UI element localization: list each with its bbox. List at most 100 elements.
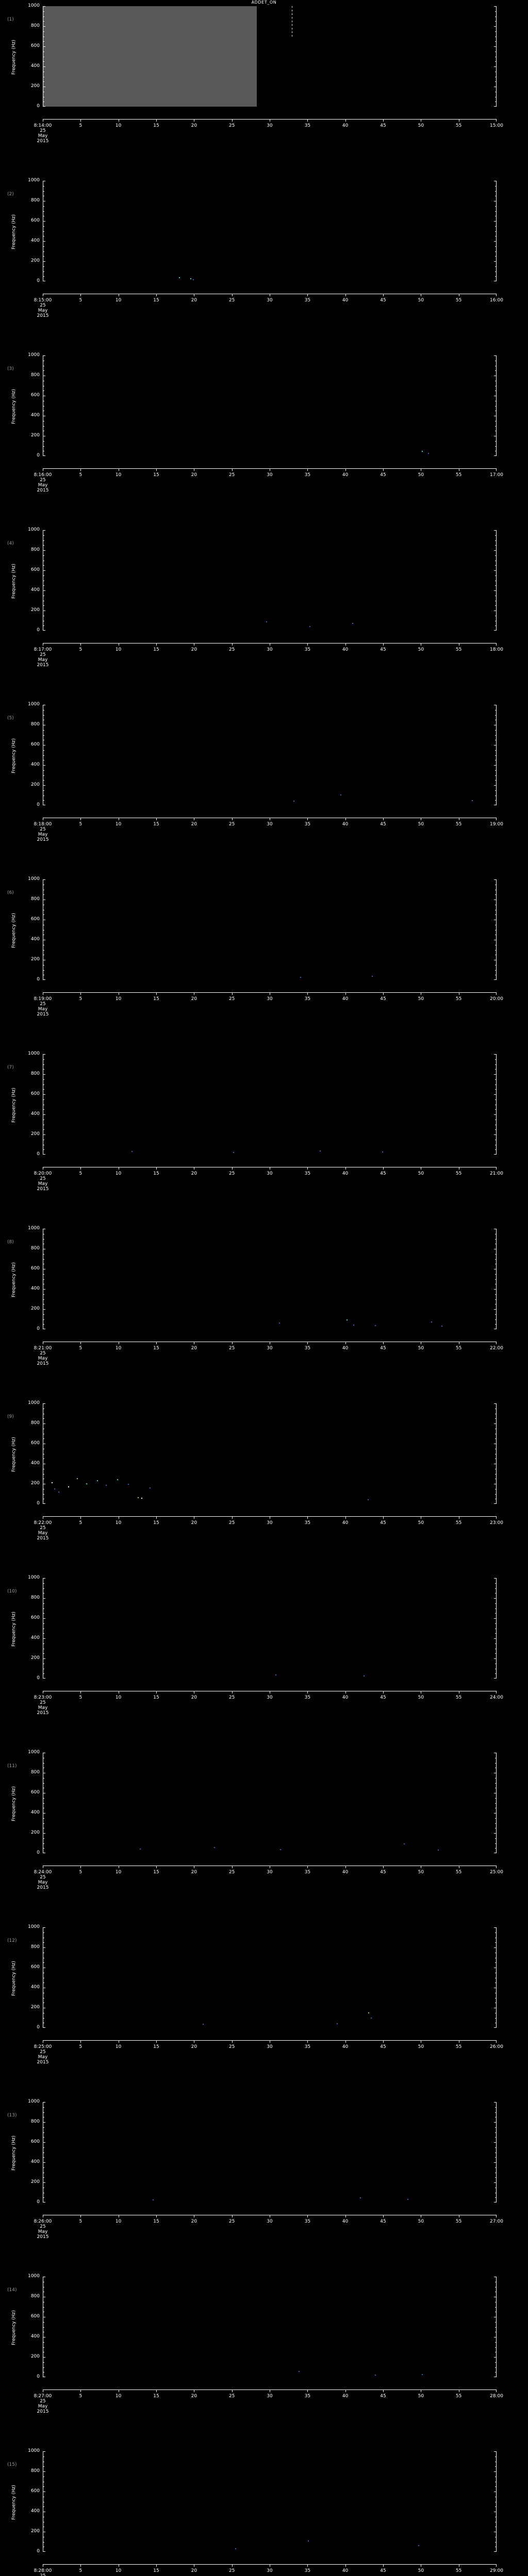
y-tick-label: 400 (30, 2509, 40, 2514)
page-title: ADDET_ON (251, 0, 277, 5)
x-tick-label-end: 29:00 (490, 2568, 503, 2573)
plot-area[interactable] (43, 1054, 497, 1155)
detection-mark (422, 2374, 423, 2375)
y-tick-label: 0 (37, 1501, 40, 1506)
y-tick-label: 0 (37, 1850, 40, 1855)
plot-area[interactable] (43, 6, 497, 107)
x-tick-label-start: 8:22:00 (34, 1520, 52, 1526)
x-tick-label-end: 26:00 (490, 2044, 503, 2049)
x-tick (307, 2215, 308, 2217)
y-tick-label: 0 (37, 278, 40, 283)
plot-area[interactable] (43, 2277, 497, 2377)
x-tick (156, 468, 157, 471)
x-axis-date-line: 25 (40, 2573, 46, 2576)
y-tick-label: 800 (30, 722, 40, 727)
x-tick (232, 1342, 233, 1344)
x-tick-label: 15 (153, 123, 159, 128)
detection-mark (77, 1478, 78, 1480)
y-tick-label: 600 (30, 2314, 40, 2319)
detection-mark (422, 450, 423, 452)
x-tick (156, 2040, 157, 2043)
x-tick-label: 20 (191, 1520, 197, 1526)
panel-index-label: (6) (7, 890, 14, 895)
x-tick-label-end: 22:00 (490, 1346, 503, 1351)
y-tick-label: 800 (30, 1246, 40, 1251)
x-tick-label: 45 (380, 2394, 386, 2399)
x-tick (383, 992, 384, 995)
x-tick-label: 20 (191, 298, 197, 303)
x-tick (383, 294, 384, 296)
plot-area[interactable] (43, 355, 497, 456)
y-tick-label: 1000 (28, 527, 40, 532)
detection-mark (307, 2540, 309, 2541)
plot-area[interactable] (43, 530, 497, 631)
x-tick-label: 35 (304, 822, 311, 827)
x-tick (307, 992, 308, 995)
plot-area[interactable] (43, 181, 497, 281)
x-axis-date-line: 2015 (37, 313, 49, 318)
x-tick (345, 1516, 346, 1519)
y-tick-label: 400 (30, 762, 40, 767)
y-tick-label: 600 (30, 1790, 40, 1795)
detection-mark (368, 2012, 370, 2013)
x-tick-label: 50 (418, 2568, 424, 2573)
x-tick-label: 45 (380, 1870, 386, 1875)
x-tick (345, 643, 346, 646)
y-tick-label: 0 (37, 2549, 40, 2554)
x-axis-date-line: 2015 (37, 1536, 49, 1541)
y-axis-title: Frequency (Hz) (11, 1960, 16, 1996)
x-tick-label: 55 (455, 2568, 462, 2573)
plot-area[interactable] (43, 1403, 497, 1504)
x-tick (80, 2040, 81, 2043)
x-tick-label: 15 (153, 2044, 159, 2049)
x-tick (307, 1342, 308, 1344)
detection-mark (336, 2023, 338, 2025)
detection-mark (150, 1487, 151, 1488)
x-tick-label: 30 (267, 2568, 273, 2573)
x-tick-label: 45 (380, 2044, 386, 2049)
panel-index-label: (7) (7, 1065, 14, 1070)
y-tick-label: 800 (30, 2119, 40, 2124)
x-tick-label: 55 (455, 1171, 462, 1176)
x-tick (496, 2215, 497, 2217)
x-axis-date-line: 2015 (37, 2409, 49, 2414)
plot-area[interactable] (43, 1229, 497, 1329)
y-tick-label: 0 (37, 2374, 40, 2379)
spectrogram-panel: 0 200 400 600 800 1000 Frequency (Hz) (6) 8:19:0… (0, 877, 528, 1054)
x-axis-date-line: May (38, 1880, 48, 1885)
y-tick-label: 800 (30, 2294, 40, 2299)
spectrogram-panel: 0 200 400 600 800 1000 Frequency (Hz) (14) 8:27:… (0, 2274, 528, 2451)
plot-area[interactable] (43, 1578, 497, 1679)
plot-area[interactable] (43, 1927, 497, 2028)
y-tick-label: 400 (30, 413, 40, 418)
x-tick-label: 45 (380, 2568, 386, 2573)
plot-area[interactable] (43, 1753, 497, 1853)
x-tick (496, 1342, 497, 1344)
plot-area[interactable] (43, 2102, 497, 2202)
x-tick-label: 40 (342, 1520, 349, 1526)
x-tick-label-start: 8:21:00 (34, 1346, 52, 1351)
x-tick-label: 20 (191, 2394, 197, 2399)
x-tick (345, 2215, 346, 2217)
plot-area[interactable] (43, 2451, 497, 2552)
x-tick (307, 1691, 308, 1693)
y-tick-label: 800 (30, 1071, 40, 1076)
plot-area[interactable] (43, 879, 497, 980)
detection-mark (202, 2024, 204, 2025)
x-tick (345, 2564, 346, 2567)
x-tick (80, 1342, 81, 1344)
x-tick-label: 55 (455, 298, 462, 303)
x-tick-label: 30 (267, 647, 273, 652)
y-tick-label: 400 (30, 1461, 40, 1466)
x-tick-label: 10 (115, 1695, 122, 1700)
x-tick-label: 55 (455, 1346, 462, 1351)
plot-area[interactable] (43, 705, 497, 805)
x-axis-date-line: May (38, 2055, 48, 2060)
x-tick-label: 40 (342, 123, 349, 128)
x-tick-label: 40 (342, 2394, 349, 2399)
x-tick-label: 15 (153, 1171, 159, 1176)
detection-mark (213, 1847, 215, 1849)
x-tick-label: 35 (304, 472, 311, 478)
detection-mark (117, 1479, 119, 1481)
